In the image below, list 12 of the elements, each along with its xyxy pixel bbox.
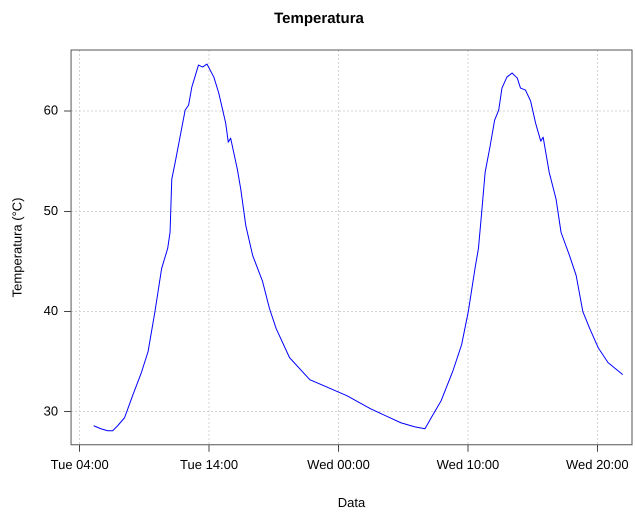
y-axis-title: Temperatura (°C) bbox=[9, 197, 24, 298]
y-tick-label: 50 bbox=[44, 202, 58, 218]
x-tick-label: Tue 14:00 bbox=[180, 457, 238, 472]
y-tick-label: 60 bbox=[44, 102, 58, 118]
y-tick-label: 40 bbox=[44, 303, 58, 318]
chart-title: Temperatura bbox=[274, 10, 365, 28]
x-tick-label: Wed 00:00 bbox=[307, 457, 370, 472]
x-tick-label: Tue 04:00 bbox=[50, 457, 109, 472]
x-tick-label: Wed 20:00 bbox=[566, 457, 629, 472]
x-axis-title: Data bbox=[338, 494, 366, 510]
x-tick-label: Wed 10:00 bbox=[436, 457, 500, 472]
y-tick-label: 30 bbox=[44, 403, 58, 418]
